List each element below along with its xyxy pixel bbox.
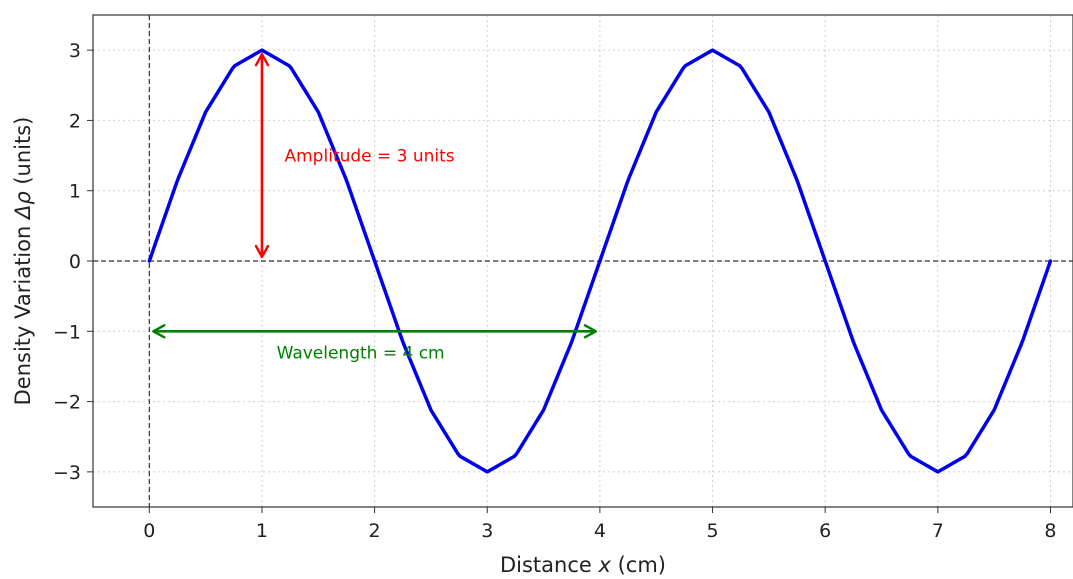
y-axis-label-suffix: (units) xyxy=(11,117,35,192)
x-axis-label-suffix: (cm) xyxy=(611,553,666,577)
y-axis: −3 −2 −1 0 1 2 3 xyxy=(53,40,93,484)
wave-series-line xyxy=(147,48,1053,474)
x-tick-label: 2 xyxy=(369,520,381,542)
x-tick-label: 5 xyxy=(706,520,718,542)
y-tick-label: −2 xyxy=(53,392,81,414)
x-tick-label: 7 xyxy=(932,520,944,542)
x-axis-label-var: x xyxy=(597,553,611,577)
x-tick-label: 0 xyxy=(143,520,155,542)
y-tick-label: 2 xyxy=(69,110,81,132)
y-tick-label: −3 xyxy=(53,462,81,484)
y-tick-label: 3 xyxy=(69,40,81,62)
annotation-label: Wavelength = 4 cm xyxy=(277,343,445,363)
data-series xyxy=(147,48,1053,474)
y-tick-label: 1 xyxy=(69,181,81,203)
annotations: Amplitude = 3 units Wavelength = 4 cm xyxy=(152,52,598,363)
y-axis-label-var: Δρ xyxy=(11,191,35,221)
x-axis: 0 1 2 3 4 5 6 7 8 xyxy=(143,507,1057,542)
y-axis-label: Density Variation Δρ (units) xyxy=(11,117,35,406)
x-tick-label: 3 xyxy=(481,520,493,542)
x-tick-label: 6 xyxy=(819,520,831,542)
annotation-arrow-head xyxy=(152,324,166,339)
x-tick-label: 4 xyxy=(594,520,606,542)
x-axis-label: Distance x (cm) xyxy=(500,553,666,577)
annotation-label: Amplitude = 3 units xyxy=(284,147,454,167)
y-axis-label-prefix: Density Variation xyxy=(11,219,35,405)
annotation-arrow-head xyxy=(254,244,270,259)
y-tick-label: 0 xyxy=(69,251,81,273)
x-axis-label-prefix: Distance xyxy=(500,553,599,577)
reference-lines xyxy=(93,15,1073,507)
y-tick-label: −1 xyxy=(53,321,81,343)
annotation-arrow-head xyxy=(254,52,270,67)
annotation-arrow-head xyxy=(583,324,598,339)
x-tick-label: 8 xyxy=(1044,520,1056,542)
x-tick-label: 1 xyxy=(256,520,268,542)
